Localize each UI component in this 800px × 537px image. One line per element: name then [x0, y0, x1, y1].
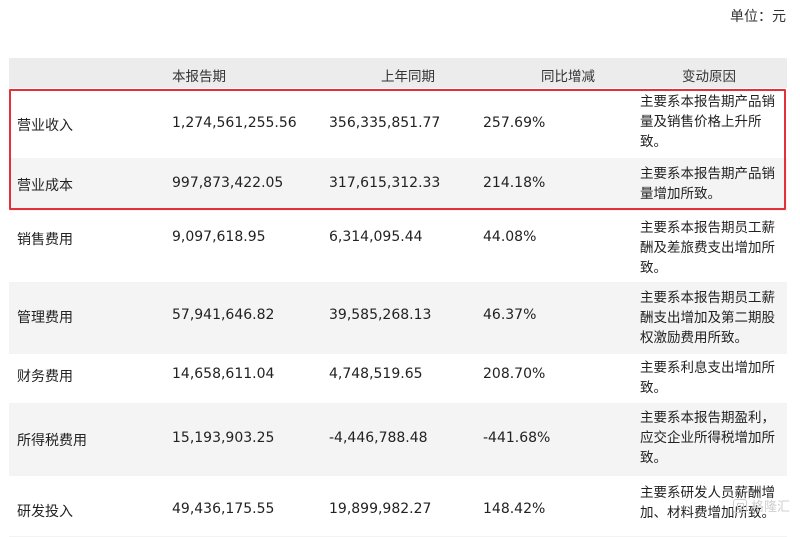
- row-current-value: 57,941,646.82: [172, 307, 275, 323]
- reason-line: 主要系本报告期员工薪: [640, 290, 775, 306]
- table-row: 财务费用 14,658,611.04 4,748,519.65 208.70% 主要系利…: [9, 354, 787, 404]
- row-item: 营业成本: [17, 178, 73, 194]
- row-prior-value: 317,615,312.33: [329, 175, 441, 191]
- row-change-reason: 主要系本报告期产品销 量及销售价格上升所 致。: [640, 92, 780, 152]
- reason-line: 主要系本报告期产品销: [640, 94, 775, 110]
- watermark: 格隆汇: [732, 496, 790, 515]
- row-item: 营业收入: [17, 118, 73, 134]
- row-change-reason: 主要系本报告期员工薪 酬支出增加及第二期股 权激励费用所致。: [640, 288, 780, 348]
- row-current-value: 1,274,561,255.56: [172, 115, 297, 131]
- reason-line: 应交企业所得税增加所: [640, 430, 775, 446]
- reason-line: 权激励费用所致。: [640, 330, 748, 346]
- row-change-percent: 214.18%: [483, 175, 546, 191]
- row-prior-value: -4,446,788.48: [329, 430, 428, 446]
- reason-line: 致。: [640, 450, 667, 466]
- row-change-percent: 44.08%: [483, 229, 537, 245]
- table-body: 营业收入 1,274,561,255.56 356,335,851.77 257.69…: [9, 88, 787, 537]
- header-current-period: 本报告期: [172, 69, 226, 85]
- row-prior-value: 39,585,268.13: [329, 307, 432, 323]
- table-row: 研发投入 49,436,175.55 19,899,982.27 148.42% 主要系…: [9, 476, 787, 537]
- header-yoy-change: 同比增减: [541, 69, 595, 85]
- table-row: 管理费用 57,941,646.82 39,585,268.13 46.37% 主要系本…: [9, 283, 787, 354]
- table-row: 所得税费用 15,193,903.25 -4,446,788.48 -441.68% 主…: [9, 404, 787, 476]
- row-prior-value: 356,335,851.77: [329, 115, 441, 131]
- reason-line: 主要系本报告期产品销: [640, 166, 775, 182]
- header-prior-year-period: 上年同期: [381, 69, 435, 85]
- row-change-percent: 148.42%: [483, 501, 546, 517]
- reason-line: 致。: [640, 260, 667, 276]
- reason-line: 酬及差旅费支出增加所: [640, 240, 775, 256]
- table-row: 销售费用 9,097,618.95 6,314,095.44 44.08% 主要系本报告…: [9, 211, 787, 283]
- row-prior-value: 19,899,982.27: [329, 501, 432, 517]
- reason-line: 量及销售价格上升所: [640, 114, 762, 130]
- row-change-reason: 主要系利息支出增加所 致。: [640, 358, 780, 398]
- reason-line: 主要系利息支出增加所: [640, 360, 775, 376]
- row-prior-value: 6,314,095.44: [329, 229, 423, 245]
- row-item: 销售费用: [17, 232, 73, 248]
- table-header: 本报告期 上年同期 同比增减 变动原因: [9, 58, 787, 88]
- row-change-percent: 46.37%: [483, 307, 537, 323]
- row-current-value: 15,193,903.25: [172, 430, 275, 446]
- reason-line: 酬支出增加及第二期股: [640, 310, 775, 326]
- row-change-percent: 208.70%: [483, 366, 546, 382]
- gelonghui-logo-icon: [732, 498, 747, 513]
- row-change-percent: 257.69%: [483, 115, 546, 131]
- reason-line: 量增加所致。: [640, 186, 721, 202]
- row-change-reason: 主要系本报告期产品销 量增加所致。: [640, 164, 780, 204]
- row-item: 所得税费用: [17, 433, 87, 449]
- watermark-text: 格隆汇: [750, 500, 790, 515]
- reason-line: 致。: [640, 134, 667, 150]
- row-change-reason: 主要系本报告期员工薪 酬及差旅费支出增加所 致。: [640, 218, 780, 278]
- unit-label: 单位：元: [730, 9, 786, 25]
- header-change-reason: 变动原因: [682, 69, 736, 85]
- table-row: 营业收入 1,274,561,255.56 356,335,851.77 257.69…: [9, 88, 787, 159]
- table-row: 营业成本 997,873,422.05 317,615,312.33 214.18% 主…: [9, 159, 787, 211]
- row-current-value: 49,436,175.55: [172, 501, 275, 517]
- financial-table: 本报告期 上年同期 同比增减 变动原因 营业收入 1,274,561,255.56…: [9, 58, 787, 537]
- reason-line: 致。: [640, 380, 667, 396]
- row-item: 研发投入: [17, 504, 73, 520]
- row-item: 财务费用: [17, 369, 73, 385]
- row-change-percent: -441.68%: [483, 430, 551, 446]
- row-current-value: 9,097,618.95: [172, 229, 266, 245]
- row-current-value: 997,873,422.05: [172, 175, 284, 191]
- row-item: 管理费用: [17, 310, 73, 326]
- row-prior-value: 4,748,519.65: [329, 366, 423, 382]
- row-current-value: 14,658,611.04: [172, 366, 275, 382]
- reason-line: 主要系本报告期盈利，: [640, 410, 775, 426]
- row-change-reason: 主要系本报告期盈利， 应交企业所得税增加所 致。: [640, 408, 780, 468]
- reason-line: 主要系本报告期员工薪: [640, 220, 775, 236]
- reason-line: 主要系研发人员薪酬增: [640, 485, 775, 501]
